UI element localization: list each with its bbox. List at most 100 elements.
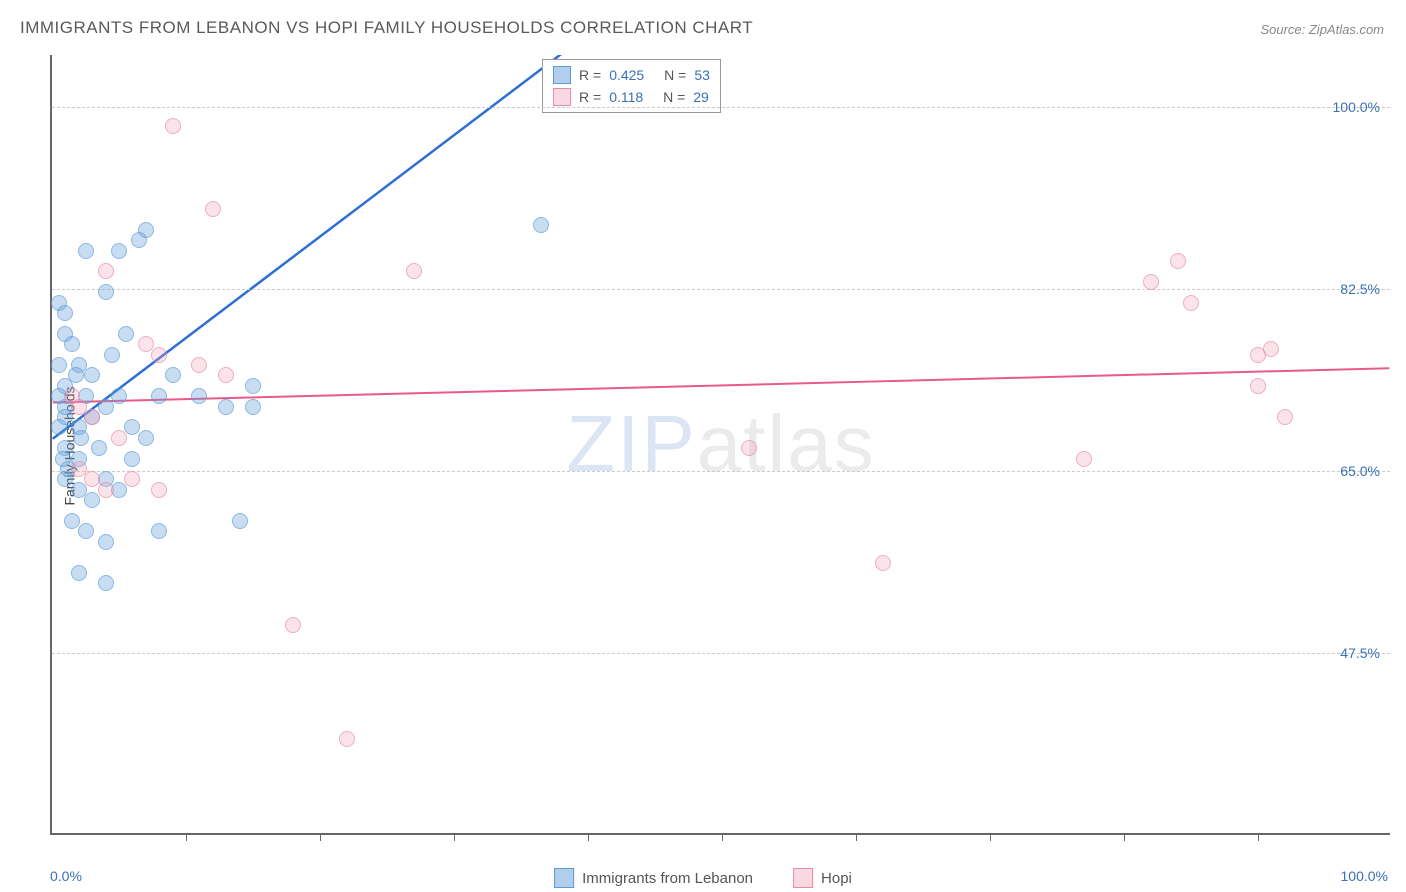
stats-r-label-1: R = [579,64,601,86]
data-point [1076,451,1092,467]
xtick [1124,833,1125,841]
data-point [51,357,67,373]
data-point [84,409,100,425]
chart-source: Source: ZipAtlas.com [1260,22,1384,37]
data-point [191,388,207,404]
data-point [339,731,355,747]
data-point [191,357,207,373]
data-point [1250,378,1266,394]
data-point [741,440,757,456]
gridline [52,289,1390,290]
stats-n-value-1: 53 [694,64,710,86]
data-point [51,419,67,435]
stats-n-label-2: N = [663,86,685,108]
stats-box: R = 0.425 N = 53 R = 0.118 N = 29 [542,59,721,113]
legend-item-series2: Hopi [793,868,852,888]
data-point [138,222,154,238]
gridline [52,107,1390,108]
data-point [124,471,140,487]
stats-r-value-2: 0.118 [609,86,643,108]
data-point [84,492,100,508]
stats-r-value-1: 0.425 [609,64,644,86]
data-point [111,430,127,446]
swatch-series1-icon [553,66,571,84]
data-point [218,367,234,383]
watermark-zip: ZIP [566,399,696,488]
data-point [138,430,154,446]
stats-row-series2: R = 0.118 N = 29 [553,86,710,108]
data-point [151,388,167,404]
data-point [78,243,94,259]
data-point [875,555,891,571]
data-point [245,399,261,415]
data-point [124,419,140,435]
data-point [151,482,167,498]
data-point [1170,253,1186,269]
watermark: ZIPatlas [566,398,875,490]
stats-r-label-2: R = [579,86,601,108]
data-point [71,565,87,581]
ytick-label: 100.0% [1333,99,1380,115]
xtick [856,833,857,841]
ytick-label: 82.5% [1340,281,1380,297]
stats-n-value-2: 29 [693,86,709,108]
xtick [186,833,187,841]
data-point [64,388,80,404]
data-point [205,201,221,217]
stats-n-label-1: N = [664,64,686,86]
legend-swatch-series2-icon [793,868,813,888]
data-point [64,336,80,352]
ytick-label: 47.5% [1340,645,1380,661]
bottom-legend: Immigrants from Lebanon Hopi [554,868,852,888]
data-point [98,263,114,279]
gridline [52,653,1390,654]
data-point [118,326,134,342]
data-point [124,451,140,467]
xtick [722,833,723,841]
data-point [98,482,114,498]
data-point [232,513,248,529]
legend-label-series2: Hopi [821,870,852,887]
plot-area: ZIPatlas R = 0.425 N = 53 R = 0.118 N = … [50,55,1390,835]
data-point [78,523,94,539]
data-point [1277,409,1293,425]
data-point [245,378,261,394]
data-point [165,367,181,383]
chart-title: IMMIGRANTS FROM LEBANON VS HOPI FAMILY H… [20,18,753,38]
data-point [1263,341,1279,357]
legend-swatch-series1-icon [554,868,574,888]
xtick [990,833,991,841]
data-point [111,243,127,259]
data-point [84,367,100,383]
stats-row-series1: R = 0.425 N = 53 [553,64,710,86]
data-point [218,399,234,415]
swatch-series2-icon [553,88,571,106]
data-point [285,617,301,633]
xaxis-min-label: 0.0% [50,868,82,884]
data-point [73,430,89,446]
xtick [454,833,455,841]
data-point [98,534,114,550]
data-point [98,399,114,415]
xtick [588,833,589,841]
trend-lines [52,55,1390,833]
xaxis-max-label: 100.0% [1341,868,1388,884]
data-point [98,284,114,300]
xtick [320,833,321,841]
data-point [165,118,181,134]
data-point [91,440,107,456]
data-point [98,575,114,591]
data-point [1183,295,1199,311]
gridline [52,471,1390,472]
xtick [1258,833,1259,841]
data-point [406,263,422,279]
data-point [151,523,167,539]
data-point [111,388,127,404]
watermark-atlas: atlas [697,399,876,488]
ytick-label: 65.0% [1340,463,1380,479]
data-point [104,347,120,363]
legend-label-series1: Immigrants from Lebanon [582,870,753,887]
legend-item-series1: Immigrants from Lebanon [554,868,753,888]
data-point [151,347,167,363]
data-point [68,367,84,383]
